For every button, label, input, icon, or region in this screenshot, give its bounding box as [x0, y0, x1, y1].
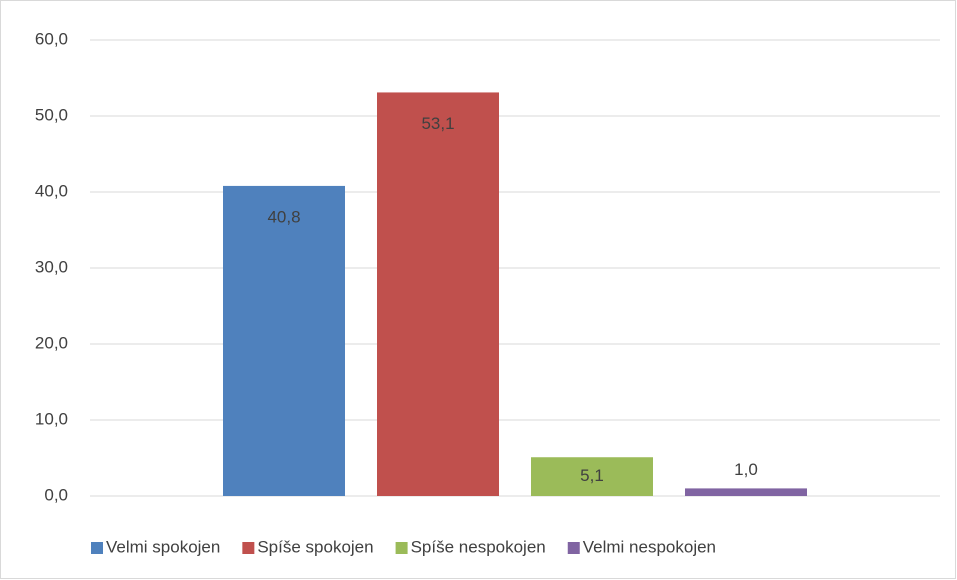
y-tick-label: 10,0 — [35, 409, 68, 428]
y-tick-label: 50,0 — [35, 105, 68, 124]
y-tick-label: 40,0 — [35, 181, 68, 200]
data-label: 1,0 — [734, 460, 758, 479]
legend-label: Velmi spokojen — [106, 537, 220, 556]
legend-swatch — [242, 542, 255, 554]
legend-swatch — [395, 542, 408, 554]
legend-label: Spíše spokojen — [257, 537, 373, 556]
legend-swatch — [91, 542, 103, 554]
legend-label: Velmi nespokojen — [583, 537, 716, 556]
bar — [685, 488, 807, 496]
y-tick-label: 20,0 — [35, 333, 68, 352]
bar — [223, 185, 345, 497]
y-tick-label: 0,0 — [44, 485, 68, 504]
data-label: 5,1 — [580, 466, 604, 485]
data-label: 53,1 — [421, 114, 454, 133]
y-tick-label: 60,0 — [35, 29, 68, 48]
bar — [531, 457, 653, 496]
legend-swatch — [567, 542, 580, 554]
data-label: 40,8 — [267, 207, 300, 226]
bar — [377, 92, 499, 496]
y-tick-label: 30,0 — [35, 257, 68, 276]
legend-label: Spíše nespokojen — [411, 537, 546, 556]
